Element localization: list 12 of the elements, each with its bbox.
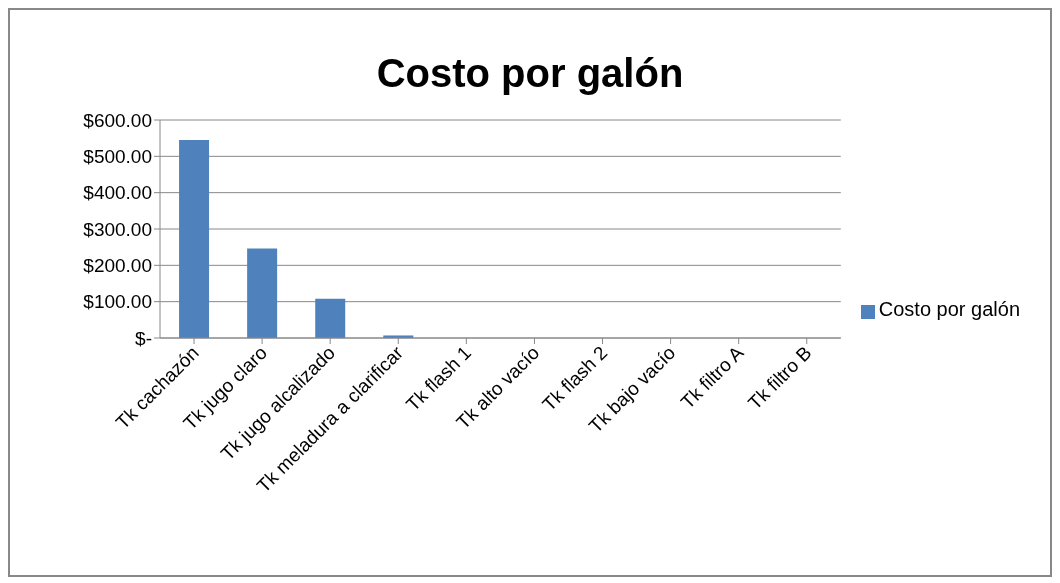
y-tick-label: $100.00: [83, 291, 152, 313]
y-tick-label: $500.00: [83, 146, 152, 168]
bar: [247, 248, 278, 338]
y-tick-label: $300.00: [83, 218, 152, 240]
legend-label: Costo por galón: [878, 298, 1020, 320]
y-tick-label: $400.00: [83, 182, 152, 204]
bar: [179, 139, 210, 338]
y-tick-label: $200.00: [83, 255, 152, 277]
y-tick-label: $-: [135, 327, 152, 349]
chart-title: Costo por galón: [375, 50, 685, 97]
y-tick-label: $600.00: [83, 109, 152, 131]
bar: [315, 298, 346, 338]
